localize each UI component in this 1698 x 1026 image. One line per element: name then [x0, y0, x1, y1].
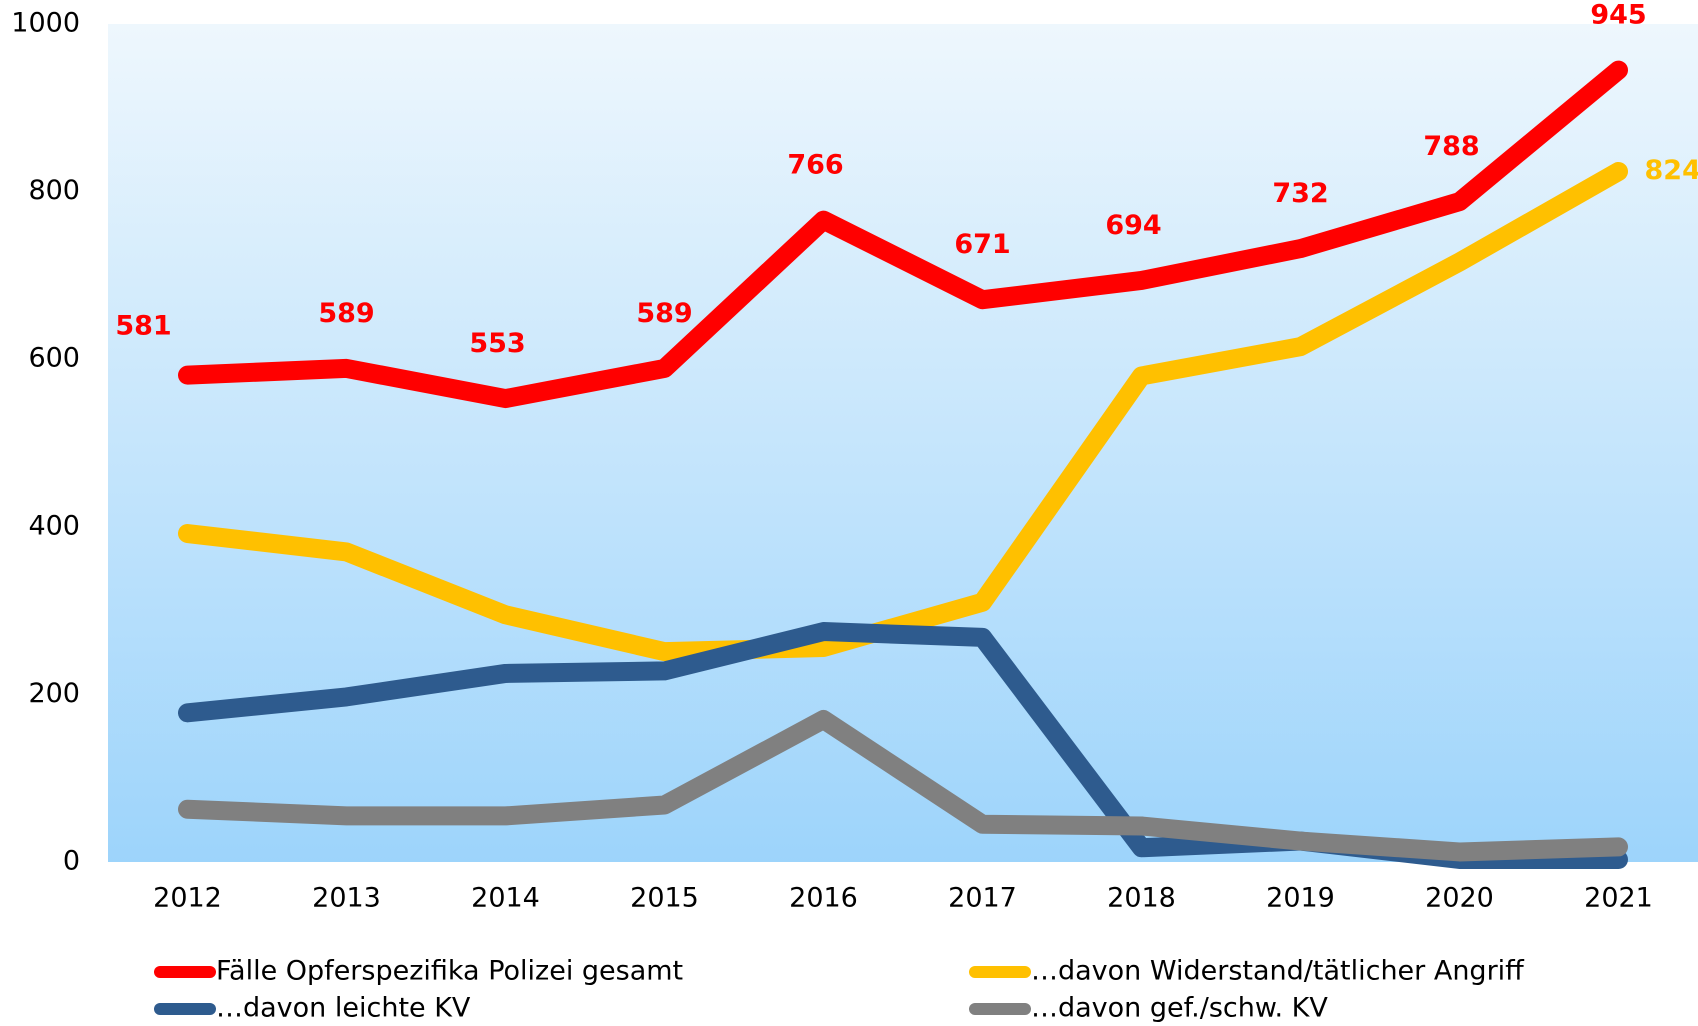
data-label: 553: [469, 328, 525, 359]
x-tick-label: 2013: [312, 883, 381, 914]
data-label: 766: [787, 150, 843, 181]
x-tick-label: 2020: [1425, 883, 1494, 914]
data-label: 671: [954, 229, 1010, 260]
y-tick-label: 1000: [11, 8, 80, 39]
y-tick-label: 0: [63, 846, 80, 877]
data-label: 788: [1423, 131, 1479, 162]
legend-label: …davon Widerstand/tätlicher Angriff: [1031, 956, 1525, 987]
x-tick-label: 2012: [153, 883, 222, 914]
series-line: [178, 60, 1628, 409]
legend-label: Fälle Opferspezifika Polizei gesamt: [216, 956, 683, 987]
y-tick-label: 800: [28, 175, 80, 206]
x-tick-label: 2021: [1584, 883, 1653, 914]
data-label: 589: [318, 298, 374, 329]
y-tick-label: 200: [28, 678, 80, 709]
x-tick-label: 2014: [471, 883, 540, 914]
legend-label: …davon gef./schw. KV: [1031, 993, 1328, 1024]
y-tick-label: 400: [28, 510, 80, 541]
y-tick-label: 600: [28, 343, 80, 374]
series-line: [178, 710, 1628, 862]
data-label: 732: [1272, 178, 1328, 209]
data-label: 581: [115, 311, 171, 342]
plot-area: [108, 24, 1698, 862]
data-label: 824: [1645, 155, 1698, 186]
series-line: [178, 161, 1628, 662]
legend-label: …davon leichte KV: [216, 993, 471, 1024]
x-tick-label: 2015: [630, 883, 699, 914]
data-label: 694: [1105, 210, 1161, 241]
data-label: 589: [636, 298, 692, 329]
x-tick-label: 2018: [1107, 883, 1176, 914]
data-label: 945: [1590, 0, 1646, 31]
x-tick-label: 2016: [789, 883, 858, 914]
x-tick-label: 2017: [948, 883, 1017, 914]
x-tick-label: 2019: [1266, 883, 1335, 914]
